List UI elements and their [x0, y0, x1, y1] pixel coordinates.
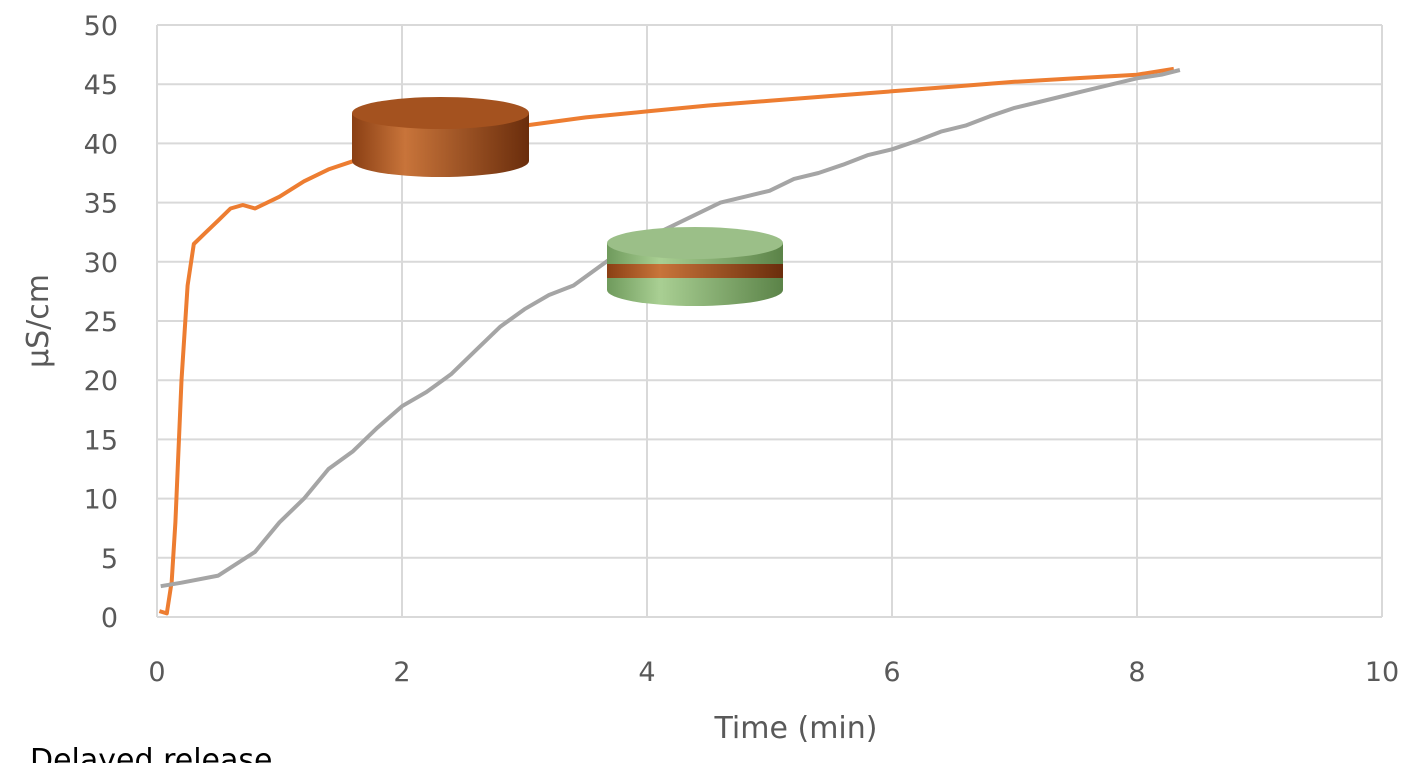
grid: 0 5 10 15 20 25 30 35 40 45 50 0 2 4 6 8 10	[84, 11, 1400, 688]
lines	[159, 69, 1180, 614]
y-tick-label: 10	[84, 485, 118, 516]
x-tick-label: 10	[1365, 657, 1399, 688]
y-tick-label: 40	[84, 129, 118, 160]
y-axis-title: μS/cm	[21, 274, 56, 368]
y-tick-label: 20	[84, 366, 118, 397]
y-tick-label: 15	[84, 425, 118, 456]
y-tick-label: 0	[101, 603, 118, 634]
layered-cylinder-icon	[607, 227, 783, 306]
y-tick-label: 30	[84, 248, 118, 279]
x-tick-label: 4	[638, 657, 655, 688]
x-tick-label: 2	[393, 657, 410, 688]
x-tick-label: 8	[1128, 657, 1145, 688]
chart: 0 5 10 15 20 25 30 35 40 45 50 0 2 4 6 8 10 Time (min) μ…	[0, 0, 1414, 763]
annotation: Delayed release	[30, 743, 272, 763]
series-line	[159, 69, 1173, 614]
x-tick-label: 0	[148, 657, 165, 688]
y-tick-label: 25	[84, 307, 118, 338]
series-line	[161, 70, 1180, 586]
cylinder-icon	[352, 97, 529, 177]
x-axis-title: Time (min)	[714, 711, 878, 746]
y-tick-label: 50	[84, 11, 118, 42]
y-tick-label: 45	[84, 70, 118, 101]
x-tick-label: 6	[883, 657, 900, 688]
y-tick-label: 35	[84, 189, 118, 220]
y-tick-label: 5	[101, 544, 118, 575]
